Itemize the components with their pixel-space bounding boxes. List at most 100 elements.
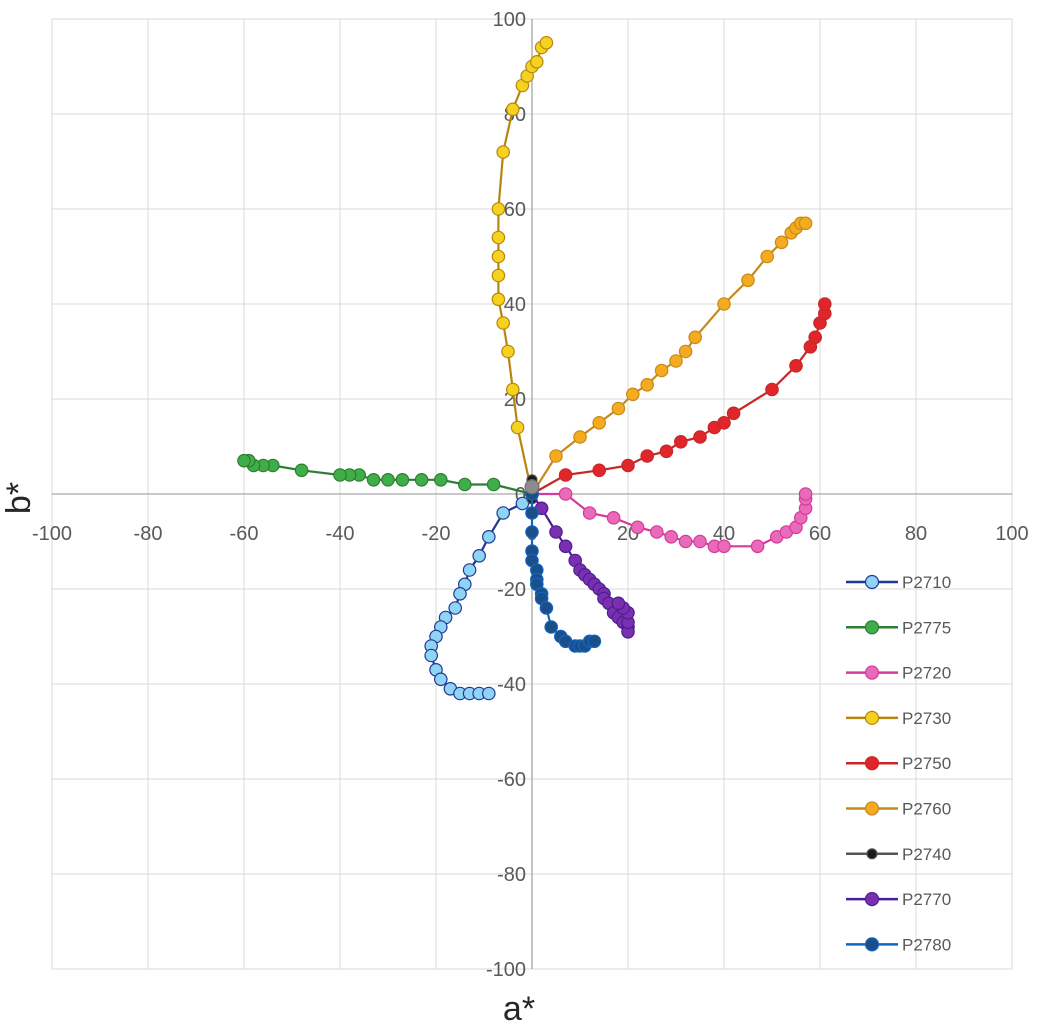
data-point [510, 420, 525, 435]
y-tick-label: -40 [497, 674, 526, 696]
data-point [760, 249, 774, 264]
data-point [582, 506, 597, 520]
data-point [549, 525, 563, 539]
legend-label: P2730 [902, 709, 951, 728]
origin-point [524, 479, 540, 495]
series-P2750 [525, 297, 832, 501]
series-P2780 [525, 487, 602, 653]
data-point [525, 506, 539, 520]
y-tick-label: -60 [497, 769, 526, 791]
tick-labels: -100-80-60-40-20020406080100-100-80-60-4… [32, 9, 1029, 981]
data-point [457, 477, 472, 492]
x-tick-label: 80 [905, 523, 927, 545]
legend-marker [864, 620, 880, 635]
data-point [750, 539, 765, 554]
legend-label: P2720 [902, 664, 951, 683]
data-point [717, 297, 731, 311]
legend-entry: P2720 [846, 664, 951, 683]
legend-marker [864, 801, 880, 816]
data-point [592, 463, 606, 478]
data-point [481, 529, 496, 544]
data-point [366, 472, 381, 487]
y-tick-label: 40 [504, 294, 526, 316]
legend-entry: P2760 [846, 800, 951, 819]
data-point [606, 510, 621, 525]
data-point [717, 539, 731, 554]
data-point [798, 216, 813, 231]
legend-entry: P2770 [846, 890, 951, 909]
data-point [717, 415, 731, 430]
legend-entry: P2710 [846, 573, 951, 592]
legend-marker [864, 710, 880, 726]
legend: P2710 P2775 P2720 P2730 P2750 P2760 P2740 P2770… [846, 573, 951, 954]
data-point [294, 463, 309, 478]
x-tick-label: 40 [713, 523, 735, 545]
data-point [798, 487, 813, 501]
data-point [678, 534, 693, 549]
series-P2770 [525, 487, 635, 639]
data-point [491, 249, 506, 264]
data-point [496, 316, 510, 330]
data-point [333, 468, 347, 482]
data-point [688, 330, 702, 345]
data-point [433, 472, 448, 487]
data-point [491, 268, 506, 283]
y-tick-label: 0 [515, 484, 526, 506]
y-axis-title: b* [0, 482, 38, 514]
data-point [625, 387, 640, 402]
data-point [491, 230, 506, 245]
data-point [558, 468, 573, 482]
data-point [496, 506, 510, 520]
data-point [486, 477, 501, 492]
data-point [693, 430, 707, 444]
y-tick-label: -20 [497, 579, 526, 601]
data-point [558, 487, 573, 501]
data-point [448, 601, 462, 615]
x-tick-label: -20 [422, 523, 451, 545]
y-tick-label: 100 [493, 9, 526, 31]
y-tick-label: -80 [497, 864, 526, 886]
legend-label: P2780 [902, 935, 951, 954]
data-point [640, 449, 654, 463]
data-point [237, 453, 251, 468]
data-point [525, 525, 539, 539]
legend-entry: P2750 [846, 754, 951, 773]
data-point [573, 430, 587, 444]
legend-marker [864, 574, 880, 590]
series-P2760 [525, 216, 813, 501]
data-point [414, 472, 429, 487]
data-point [726, 406, 741, 421]
data-point [549, 449, 563, 463]
data-series [237, 35, 832, 701]
data-point [558, 539, 573, 554]
data-point [640, 377, 654, 392]
data-point [659, 444, 674, 459]
y-tick-label: -100 [486, 959, 526, 981]
x-tick-label: -40 [326, 523, 355, 545]
data-point [673, 434, 688, 449]
data-point [395, 472, 410, 487]
data-point [544, 620, 558, 634]
data-point [592, 415, 606, 430]
data-point [505, 102, 520, 117]
legend-marker [864, 756, 880, 771]
legend-entry: P2740 [846, 845, 951, 864]
data-point [462, 563, 477, 577]
legend-label: P2775 [902, 618, 951, 637]
data-point [765, 382, 779, 397]
data-point [611, 401, 626, 416]
data-point [453, 586, 467, 601]
data-point [817, 297, 832, 311]
data-point [424, 648, 438, 663]
data-point [539, 601, 554, 615]
y-tick-label: 60 [504, 199, 526, 221]
data-point [515, 496, 530, 511]
x-tick-label: -100 [32, 523, 72, 545]
data-point [789, 358, 803, 373]
data-point [491, 202, 506, 216]
data-point [611, 596, 626, 611]
legend-entry: P2780 [846, 935, 951, 954]
data-point [381, 472, 395, 487]
